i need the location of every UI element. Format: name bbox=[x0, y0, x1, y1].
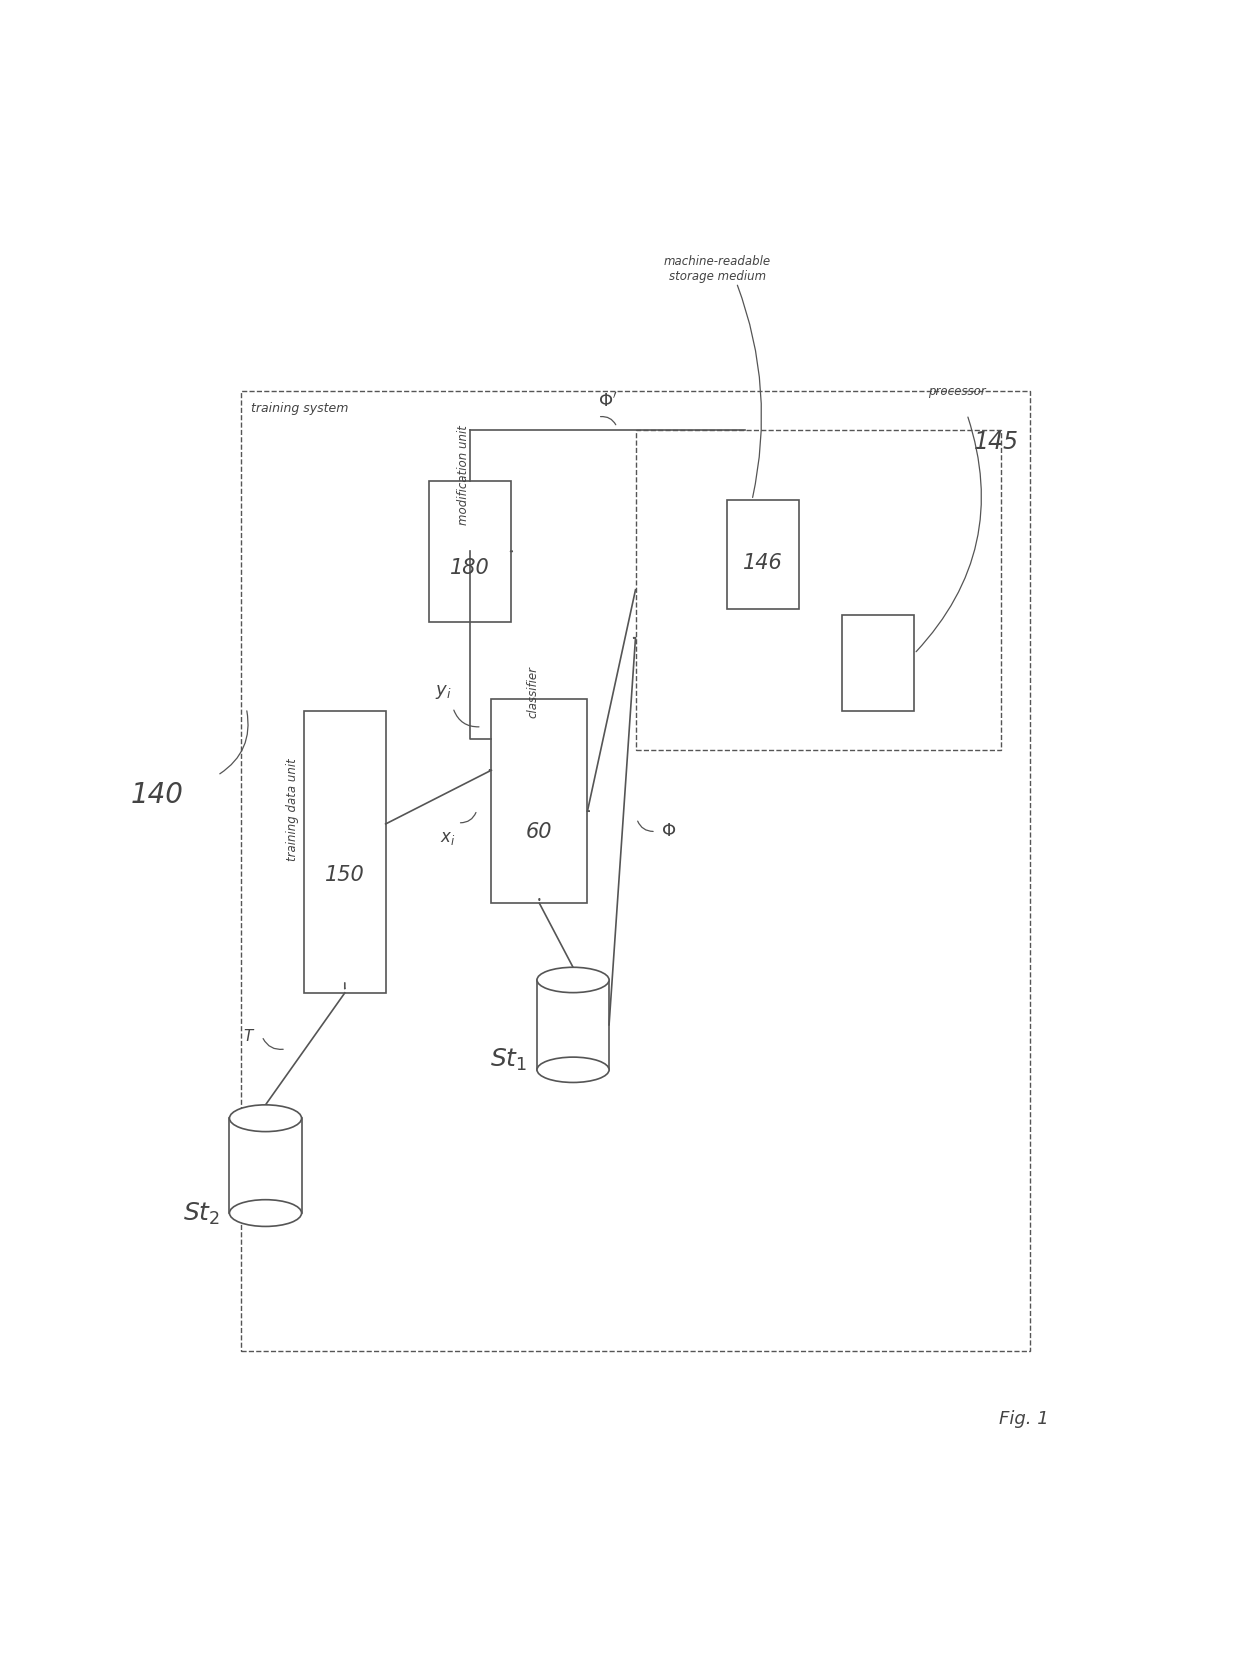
Text: 60: 60 bbox=[526, 821, 553, 841]
Text: $St_1$: $St_1$ bbox=[490, 1047, 527, 1072]
Text: processor: processor bbox=[929, 386, 986, 397]
Text: 146: 146 bbox=[743, 553, 782, 573]
Ellipse shape bbox=[537, 1057, 609, 1082]
Text: Fig. 1: Fig. 1 bbox=[999, 1409, 1049, 1428]
Text: training data unit: training data unit bbox=[286, 758, 299, 861]
Text: classifier: classifier bbox=[527, 666, 539, 718]
Bar bbox=[242, 391, 1029, 1351]
Text: training system: training system bbox=[250, 402, 348, 414]
Text: $\Phi$: $\Phi$ bbox=[661, 823, 676, 841]
Bar bbox=[635, 430, 1001, 750]
Ellipse shape bbox=[229, 1200, 301, 1227]
Bar bbox=[429, 480, 511, 622]
Ellipse shape bbox=[537, 967, 609, 992]
Text: $y_i$: $y_i$ bbox=[435, 683, 451, 701]
Bar bbox=[491, 698, 588, 904]
Text: 140: 140 bbox=[131, 781, 184, 808]
Ellipse shape bbox=[229, 1105, 301, 1132]
Bar bbox=[229, 1119, 301, 1213]
Text: $x_i$: $x_i$ bbox=[440, 829, 456, 848]
Text: modification unit: modification unit bbox=[456, 425, 470, 525]
Bar bbox=[537, 981, 609, 1070]
Text: 150: 150 bbox=[325, 864, 365, 884]
Bar bbox=[842, 615, 914, 711]
Text: machine-readable
storage medium: machine-readable storage medium bbox=[663, 254, 771, 283]
Text: 180: 180 bbox=[450, 558, 490, 578]
Text: $St_2$: $St_2$ bbox=[182, 1202, 219, 1227]
Bar bbox=[727, 500, 799, 608]
Bar bbox=[304, 711, 386, 992]
Text: 145: 145 bbox=[973, 430, 1018, 454]
Text: $\Phi'$: $\Phi'$ bbox=[598, 392, 618, 411]
Text: T: T bbox=[243, 1029, 252, 1044]
